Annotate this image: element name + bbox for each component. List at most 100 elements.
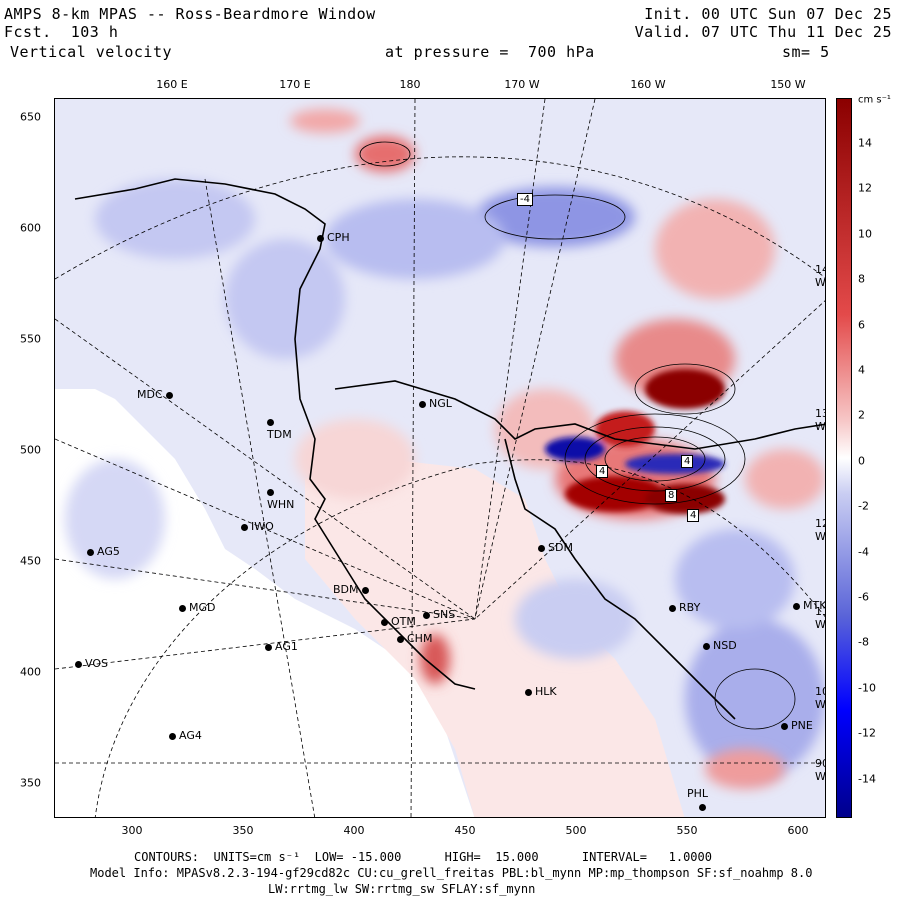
station-mgd[interactable]: MGD xyxy=(179,601,216,614)
station-label: PHL xyxy=(687,787,709,800)
station-tdm[interactable]: TDM xyxy=(267,415,292,441)
colorbar-units: cm s⁻¹ xyxy=(858,94,891,106)
station-label: AG4 xyxy=(179,729,202,742)
graticule xyxy=(55,99,825,817)
station-ag5[interactable]: AG5 xyxy=(87,545,120,558)
colorbar-tick-label: 10 xyxy=(858,227,872,241)
station-iwo[interactable]: IWO xyxy=(241,520,274,533)
lon-label-170w: 170 W xyxy=(504,78,540,91)
station-marker xyxy=(793,602,800,610)
x-label-450: 450 xyxy=(454,824,476,837)
station-label: SDM xyxy=(548,541,573,554)
station-label: NSD xyxy=(713,639,737,652)
x-label-550: 550 xyxy=(676,824,698,837)
y-label-600: 600 xyxy=(20,221,41,235)
station-marker xyxy=(669,604,676,612)
station-label: MDC xyxy=(137,388,163,401)
station-marker xyxy=(267,418,274,426)
forecast-hour: Fcst. 103 h xyxy=(4,23,119,41)
lon-label-right: 100 W xyxy=(815,685,826,711)
station-sdm[interactable]: SDM xyxy=(538,541,573,554)
colorbar-tick-label: 4 xyxy=(858,363,865,377)
station-mdc[interactable]: MDC xyxy=(137,388,176,401)
colorbar-tick-label: 8 xyxy=(858,272,865,286)
station-label: CHM xyxy=(407,632,433,645)
model-info: Model Info: MPASv8.2.3-194-gf29cd82c CU:… xyxy=(90,866,813,880)
station-marker xyxy=(75,660,82,668)
station-mtk[interactable]: MTK xyxy=(793,599,825,612)
station-marker xyxy=(703,642,710,650)
station-label: WHN xyxy=(267,498,295,511)
map-title: AMPS 8-km MPAS -- Ross-Beardmore Window xyxy=(4,5,376,23)
contour-label: 4 xyxy=(596,465,609,478)
station-marker xyxy=(166,391,174,399)
station-otm[interactable]: OTM xyxy=(381,615,416,628)
station-cph[interactable]: CPH xyxy=(317,231,350,244)
station-marker xyxy=(169,732,176,740)
colorbar-tick-label: -14 xyxy=(858,772,876,786)
station-ngl[interactable]: NGL xyxy=(419,397,452,410)
model-info-line2: LW:rrtmg_lw SW:rrtmg_sw SFLAY:sf_mynn xyxy=(268,882,536,896)
contour-label: 4 xyxy=(681,455,694,468)
colorbar-tick-label: 6 xyxy=(858,318,865,332)
colorbar-tick-label: -12 xyxy=(858,726,876,740)
y-label-550: 550 xyxy=(20,332,41,346)
station-nsd[interactable]: NSD xyxy=(703,639,737,652)
station-label: AG5 xyxy=(97,545,120,558)
lon-label-right: 130 W xyxy=(815,407,826,433)
colorbar-tick-label: 2 xyxy=(858,408,865,422)
pressure-level: at pressure = 700 hPa xyxy=(385,43,595,61)
station-label: TDM xyxy=(267,428,292,441)
coastline xyxy=(74,178,825,720)
contour-label: 8 xyxy=(665,489,678,502)
y-label-400: 400 xyxy=(20,665,41,679)
colorbar-tick-label: 12 xyxy=(858,181,872,195)
station-marker xyxy=(362,586,370,594)
station-rby[interactable]: RBY xyxy=(669,601,700,614)
station-bdm[interactable]: BDM xyxy=(333,583,372,596)
station-hlk[interactable]: HLK xyxy=(525,685,557,698)
colorbar-tick-label: 0 xyxy=(858,454,865,468)
station-label: VOS xyxy=(85,657,108,670)
x-label-500: 500 xyxy=(565,824,587,837)
station-label: SNS xyxy=(433,608,456,621)
lon-label-170e: 170 E xyxy=(279,78,311,91)
station-marker xyxy=(419,400,426,408)
station-ag4[interactable]: AG4 xyxy=(169,729,202,742)
init-time: Init. 00 UTC Sun 07 Dec 25 xyxy=(644,5,892,23)
station-phl[interactable]: PHL xyxy=(687,787,709,813)
lon-label-right: 120 W xyxy=(815,517,826,543)
colorbar-tick-label: -8 xyxy=(858,635,869,649)
station-vos[interactable]: VOS xyxy=(75,657,108,670)
x-label-350: 350 xyxy=(232,824,254,837)
station-ag1[interactable]: AG1 xyxy=(265,640,298,653)
station-marker xyxy=(265,643,272,651)
vertical-velocity-map[interactable]: -4 4 4 8 4 CPH MDC TDM NGL WHN IWO AG5 S… xyxy=(54,98,826,818)
colorbar-tick-label: -4 xyxy=(858,545,869,559)
station-label: NGL xyxy=(429,397,452,410)
station-marker xyxy=(267,488,274,496)
contour-label: -4 xyxy=(517,193,533,206)
station-marker xyxy=(538,544,545,552)
negative-field-patches xyxy=(65,179,825,779)
station-label: CPH xyxy=(327,231,350,244)
lon-label-150w: 150 W xyxy=(770,78,806,91)
contour-info: CONTOURS: UNITS=cm s⁻¹ LOW= -15.000 HIGH… xyxy=(134,850,712,864)
y-label-350: 350 xyxy=(20,776,41,790)
station-marker xyxy=(699,803,706,811)
station-label: PNE xyxy=(791,719,813,732)
y-label-500: 500 xyxy=(20,443,41,457)
station-pne[interactable]: PNE xyxy=(781,719,813,732)
station-sns[interactable]: SNS xyxy=(423,608,455,621)
station-label: RBY xyxy=(679,601,701,614)
lon-label-right: 140 W xyxy=(815,263,826,289)
station-label: IWO xyxy=(251,520,274,533)
lon-label-right: 90 W xyxy=(815,757,826,783)
station-chm[interactable]: CHM xyxy=(397,632,432,645)
station-whn[interactable]: WHN xyxy=(267,485,294,511)
colorbar-tick-label: -2 xyxy=(858,499,869,513)
station-marker xyxy=(381,618,388,626)
station-label: HLK xyxy=(535,685,557,698)
station-marker xyxy=(397,635,404,643)
valid-time: Valid. 07 UTC Thu 11 Dec 25 xyxy=(634,23,892,41)
